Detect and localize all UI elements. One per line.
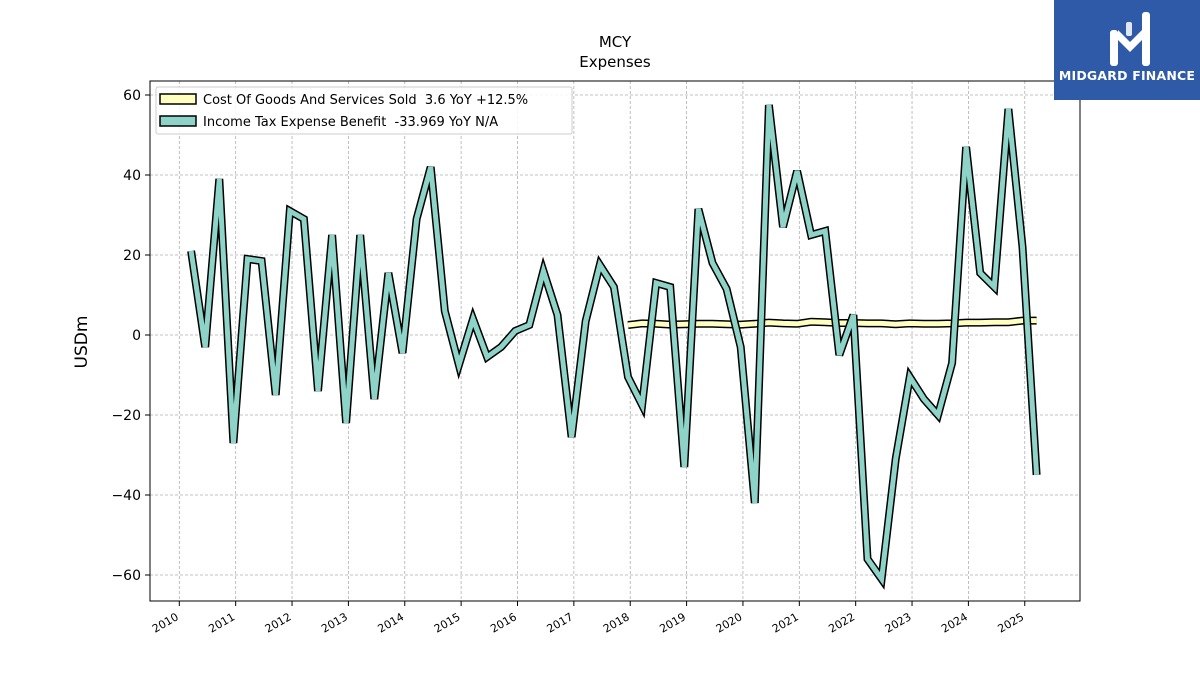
y-tick-label: 40 xyxy=(123,168,141,184)
x-tick-label: 2021 xyxy=(770,610,801,635)
logo-mark-icon xyxy=(1110,12,1150,66)
y-tick-label: −40 xyxy=(111,488,141,504)
x-tick-label: 2013 xyxy=(319,610,350,635)
y-tick-label: −20 xyxy=(111,408,141,424)
y-tick-label: −60 xyxy=(111,568,141,584)
x-tick-label: 2011 xyxy=(206,610,237,635)
x-tick-label: 2010 xyxy=(150,610,181,635)
x-tick-label: 2017 xyxy=(545,610,576,635)
y-tick-label: 0 xyxy=(132,328,141,344)
legend-label: Income Tax Expense Benefit -33.969 YoY N… xyxy=(203,115,498,130)
x-tick-label: 2014 xyxy=(376,610,407,635)
series-2-outline xyxy=(187,104,1041,590)
x-tick-label: 2020 xyxy=(714,610,745,635)
legend-box xyxy=(155,86,573,135)
legend-swatch xyxy=(159,115,197,127)
y-axis-label: USDm xyxy=(72,316,92,369)
legend-label: Cost Of Goods And Services Sold 3.6 YoY … xyxy=(203,93,528,108)
series-2-line xyxy=(188,104,1040,586)
x-tick-label: 2016 xyxy=(488,610,519,635)
x-tick-label: 2012 xyxy=(263,610,294,635)
x-tick-label: 2019 xyxy=(657,610,688,635)
x-tick-label: 2018 xyxy=(601,610,632,635)
x-tick-label: 2015 xyxy=(432,610,463,635)
y-tick-label: 20 xyxy=(123,248,141,264)
chart-subtitle: Expenses xyxy=(579,53,651,71)
axes: −60 −40 −20 0 20 40 60 2010 2011 2012 2013 2014 2015… xyxy=(111,88,1026,636)
legend-swatch xyxy=(159,93,197,105)
x-tick-label: 2025 xyxy=(996,610,1027,635)
midgard-finance-logo: MIDGARD FINANCE xyxy=(1054,0,1200,100)
chart-title: MCY xyxy=(599,33,632,51)
x-tick-label: 2024 xyxy=(939,610,970,635)
plot-frame xyxy=(149,80,1081,602)
x-tick-label: 2023 xyxy=(883,610,914,635)
legend: Cost Of Goods And Services Sold 3.6 YoY … xyxy=(155,86,573,135)
y-tick-label: 60 xyxy=(123,88,141,104)
series-lines xyxy=(187,104,1041,590)
grid-lines xyxy=(150,81,1080,601)
x-tick-label: 2022 xyxy=(826,610,857,635)
logo-text: MIDGARD FINANCE xyxy=(1058,68,1196,83)
